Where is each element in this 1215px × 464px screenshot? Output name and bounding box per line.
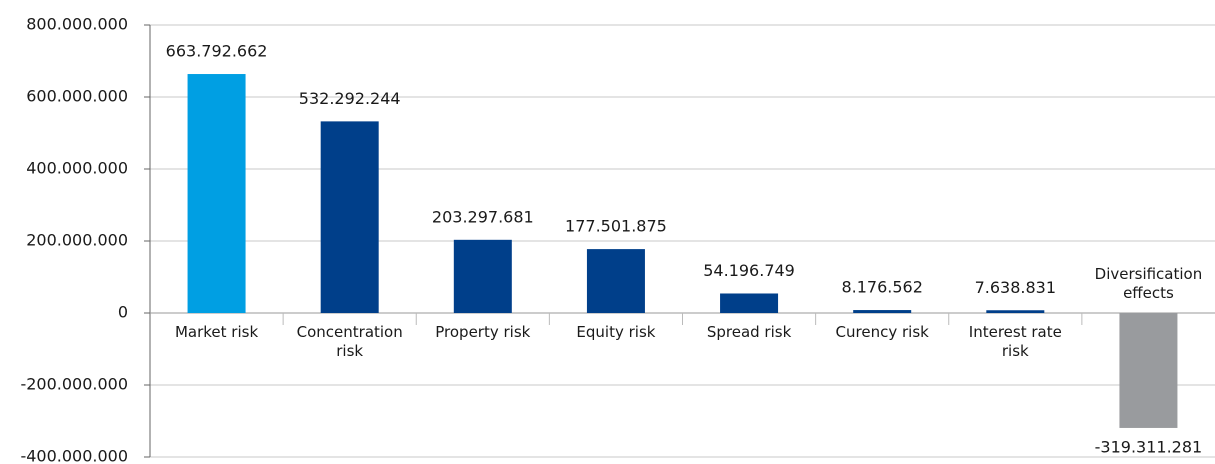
x-tick-label: Spread risk <box>706 323 792 341</box>
x-tick-label: Market risk <box>174 323 259 341</box>
value-label: 203.297.681 <box>432 207 534 226</box>
x-tick-label: Interest rate risk <box>968 323 1062 360</box>
bar <box>1119 313 1178 428</box>
y-tick-label: 800.000.000 <box>26 15 128 34</box>
bar <box>187 74 246 314</box>
value-label: 177.501.875 <box>565 217 667 236</box>
bar <box>720 293 779 313</box>
value-label: 7.638.831 <box>975 278 1056 297</box>
bar <box>853 310 912 313</box>
y-tick-label: 0 <box>118 303 128 322</box>
bar <box>586 249 645 313</box>
y-tick-label: 600.000.000 <box>26 87 128 106</box>
value-label: 663.792.662 <box>166 42 268 61</box>
value-label: -319.311.281 <box>1095 437 1203 456</box>
value-label: 8.176.562 <box>841 278 922 297</box>
x-tick-label: Equity risk <box>576 323 656 341</box>
bar <box>453 239 512 313</box>
bar <box>986 310 1045 313</box>
y-tick-label: 400.000.000 <box>26 159 128 178</box>
x-tick-label: Curency risk <box>835 323 929 341</box>
y-tick-label: -400.000.000 <box>20 447 128 464</box>
y-tick-label: 200.000.000 <box>26 231 128 250</box>
value-label: 54.196.749 <box>703 261 795 280</box>
x-tick-label: Property risk <box>435 323 531 341</box>
value-label: 532.292.244 <box>299 89 401 108</box>
y-tick-label: -200.000.000 <box>20 375 128 394</box>
x-tick-label: Concentration risk <box>296 323 403 360</box>
x-tick-label: Diversification effects <box>1094 265 1203 302</box>
bar <box>320 121 379 314</box>
